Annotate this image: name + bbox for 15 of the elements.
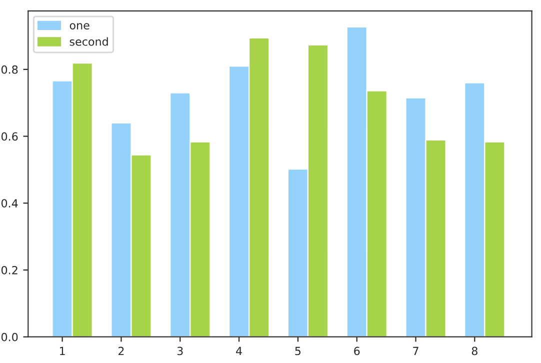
y-tick-label: 0.8: [1, 65, 18, 74]
y-tick-label: 0.2: [1, 266, 18, 274]
legend-label: second: [70, 37, 108, 46]
y-tick-label: 0.4: [1, 199, 18, 208]
y-tick-label: 0.6: [1, 132, 18, 141]
x-tick-label: 6: [354, 346, 360, 356]
x-tick-label: 7: [413, 346, 418, 356]
x-tick-label: 1: [60, 346, 65, 356]
y-tick-label: 0.0: [1, 332, 18, 342]
legend-label: one: [70, 23, 90, 30]
x-tick-label: 4: [236, 346, 242, 356]
x-tick-label: 8: [472, 346, 478, 356]
x-tick-label: 5: [295, 346, 300, 356]
x-tick-label: 3: [177, 346, 183, 356]
x-tick-label: 2: [118, 346, 124, 356]
